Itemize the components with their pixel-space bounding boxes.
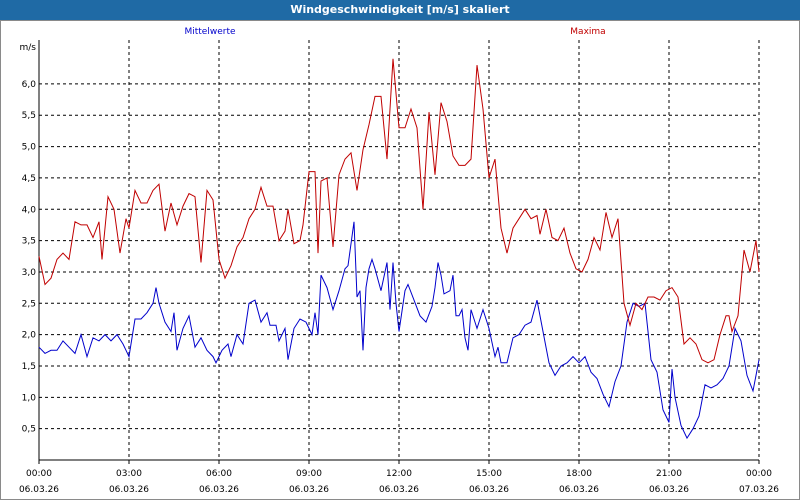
y-tick-label: 6,0: [22, 80, 37, 90]
y-tick-label: 4,0: [22, 205, 37, 215]
x-tick-time: 15:00: [476, 469, 502, 479]
y-tick-label: 3,5: [22, 237, 36, 247]
x-tick-date: 06.03.26: [199, 485, 239, 495]
x-tick-date: 06.03.26: [19, 485, 59, 495]
x-tick-time: 00:00: [746, 469, 772, 479]
y-tick-label: 1,0: [22, 393, 37, 403]
y-tick-label: 3,0: [22, 268, 37, 278]
x-tick-date: 06.03.26: [559, 485, 599, 495]
series-line-maxima: [38, 58, 760, 364]
y-tick-label: 1,5: [22, 362, 36, 372]
chart-area: 0,5 1,0 1,5 2,0 2,5 3,0 3,5 4,0 4,5 5,0 5,5 6,0 m/s 0…: [19, 27, 779, 495]
y-tick-label: 2,5: [22, 299, 36, 309]
y-axis-unit: m/s: [20, 43, 37, 53]
y-tick-label: 2,0: [22, 331, 37, 341]
x-tick-date: 06.03.26: [109, 485, 149, 495]
x-tick-date: 06.03.26: [379, 485, 419, 495]
x-tick-time: 03:00: [116, 469, 142, 479]
x-tick-date: 06.03.26: [649, 485, 689, 495]
x-tick-time: 18:00: [566, 469, 592, 479]
x-tick-date: 06.03.26: [289, 485, 329, 495]
chart-title: Windgeschwindigkeit [m/s] skaliert: [0, 0, 800, 20]
x-tick-date: 07.03.26: [739, 485, 779, 495]
y-tick-label: 4,5: [22, 174, 36, 184]
legend-maxima: Maxima: [570, 27, 605, 37]
x-tick-time: 06:00: [206, 469, 232, 479]
x-tick-time: 21:00: [656, 469, 682, 479]
y-tick-label: 5,0: [22, 143, 37, 153]
y-tick-label: 5,5: [22, 111, 36, 121]
x-tick-time: 09:00: [296, 469, 322, 479]
x-tick-date: 06.03.26: [469, 485, 509, 495]
x-tick-time: 12:00: [386, 469, 412, 479]
x-tick-time: 00:00: [26, 469, 52, 479]
series-line-mittelwerte: [38, 221, 760, 440]
legend-mittelwerte: Mittelwerte: [184, 27, 235, 37]
y-tick-label: 0,5: [22, 425, 36, 435]
